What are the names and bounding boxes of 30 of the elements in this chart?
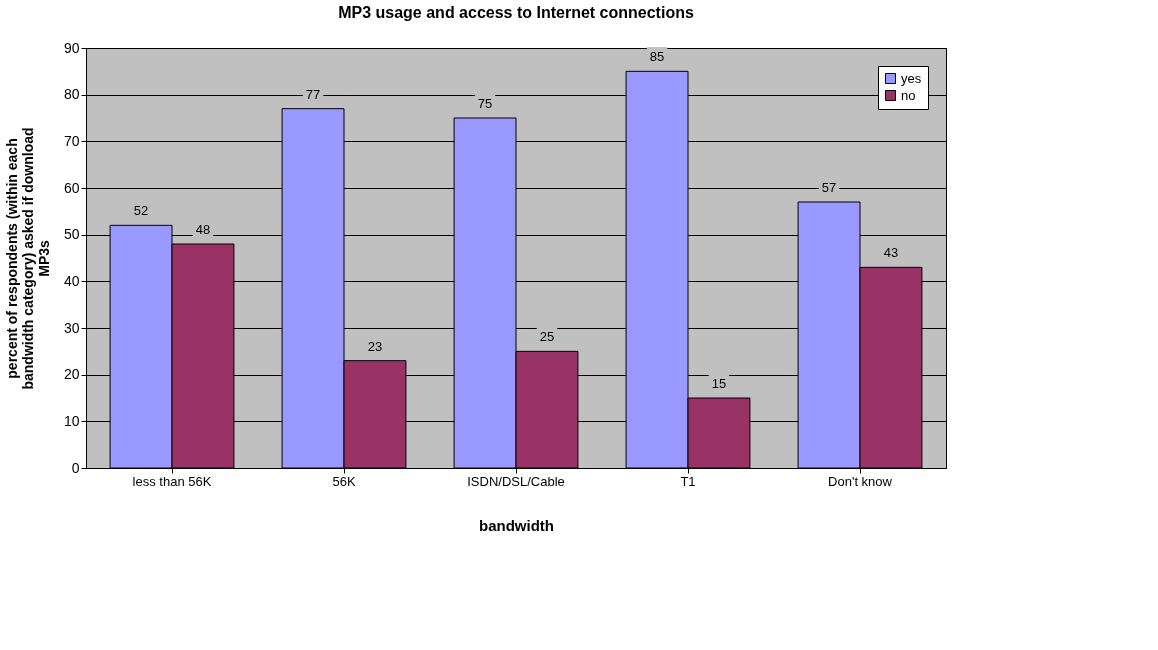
y-tick-label: 90 — [63, 39, 80, 56]
y-tick-label: 40 — [63, 272, 80, 289]
y-tick-label: 80 — [63, 86, 80, 103]
data-label: 25 — [539, 329, 555, 345]
legend-label: yes — [901, 70, 922, 86]
data-label: 48 — [195, 222, 211, 237]
y-tick-label: 60 — [63, 179, 80, 196]
y-tick-label: 30 — [63, 319, 80, 336]
x-tick-label: ISDN/DSL/Cable — [467, 473, 565, 489]
data-label: 57 — [821, 180, 837, 195]
data-label: 52 — [133, 203, 149, 219]
x-axis-title: bandwidth — [479, 516, 554, 534]
data-label: 75 — [477, 96, 493, 111]
y-tick-label: 70 — [63, 132, 80, 149]
y-tick-label: 0 — [71, 459, 80, 476]
data-label: 23 — [367, 338, 383, 354]
data-label: 85 — [649, 49, 665, 65]
y-axis-title: percent of respondents (within each bandwidth category) asked if download MP3s — [3, 127, 52, 390]
x-tick-label: 56K — [332, 473, 356, 489]
y-tick-label: 20 — [63, 366, 80, 383]
legend-label: no — [901, 87, 916, 103]
x-tick-label: Don't know — [828, 473, 893, 489]
chart-title: MP3 usage and access to Internet connections — [338, 4, 694, 21]
y-tick-label: 10 — [63, 412, 80, 429]
data-label: 15 — [711, 376, 727, 391]
x-tick-label: less than 56K — [132, 473, 212, 489]
y-tick-label: 50 — [63, 226, 80, 243]
data-label: 43 — [883, 245, 899, 261]
x-tick-label: T1 — [680, 473, 696, 489]
data-label: 77 — [305, 86, 321, 102]
